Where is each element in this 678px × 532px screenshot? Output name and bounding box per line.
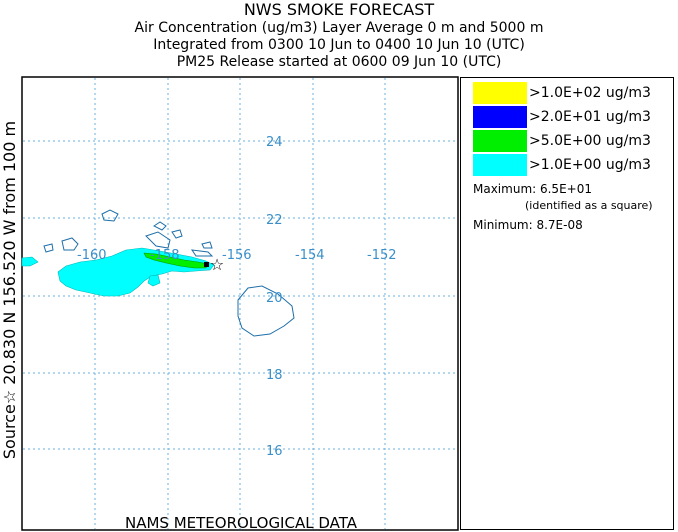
legend-item: >1.0E+00 ug/m3 bbox=[473, 154, 651, 176]
lon-label: -160 bbox=[77, 248, 107, 263]
maximum-value: Maximum: 6.5E+01 bbox=[473, 182, 592, 196]
coastlines bbox=[43, 209, 295, 337]
maximum-square-marker bbox=[204, 262, 209, 267]
coast-oahu bbox=[101, 209, 119, 222]
maximum-note: (identified as a square) bbox=[525, 199, 653, 212]
coast-lanai bbox=[171, 229, 183, 239]
subtitle-release: PM25 Release started at 0600 09 Jun 10 (… bbox=[176, 54, 502, 70]
plume-cyan-offshore-west bbox=[21, 256, 39, 267]
coast-niihau bbox=[43, 243, 54, 253]
source-location-label: Source☆ 20.830 N 156.520 W from 100 m bbox=[0, 120, 19, 460]
plume-cyan-molokai-lobe bbox=[147, 274, 161, 287]
legend-swatch-cyan bbox=[473, 154, 527, 176]
legend-label: >2.0E+01 ug/m3 bbox=[529, 109, 651, 125]
lon-label: -152 bbox=[367, 248, 397, 263]
legend-item: >5.0E+00 ug/m3 bbox=[473, 130, 651, 152]
coast-maui bbox=[190, 249, 214, 257]
subtitle-integration: Integrated from 0300 10 Jun to 0400 10 J… bbox=[153, 37, 525, 53]
coast-kauai bbox=[61, 237, 79, 251]
legend-label: >1.0E+02 ug/m3 bbox=[529, 85, 651, 101]
coast-kahoolawe bbox=[201, 241, 213, 249]
lon-label: -154 bbox=[295, 248, 325, 263]
lat-label: 20 bbox=[266, 291, 283, 306]
legend-swatch-yellow bbox=[473, 82, 527, 104]
lon-label: -158 bbox=[150, 248, 180, 263]
coast-nw-islet bbox=[153, 221, 167, 231]
lat-label: 22 bbox=[266, 213, 283, 228]
graticule bbox=[23, 78, 457, 529]
forecast-title: NWS SMOKE FORECAST bbox=[243, 0, 435, 19]
coast-molokai bbox=[145, 231, 171, 249]
coast-hawaii bbox=[237, 285, 295, 337]
legend-swatch-blue bbox=[473, 106, 527, 128]
subtitle-concentration: Air Concentration (ug/m3) Layer Average … bbox=[134, 20, 544, 36]
plume-green-core bbox=[143, 252, 209, 269]
legend-swatch-green bbox=[473, 130, 527, 152]
lat-label: 18 bbox=[266, 368, 283, 383]
map-labels: -160 -158 -156 -154 -152 24 22 20 18 16 bbox=[77, 135, 397, 459]
lon-label: -156 bbox=[222, 248, 252, 263]
lat-label: 24 bbox=[266, 135, 283, 150]
legend-label: >1.0E+00 ug/m3 bbox=[529, 157, 651, 173]
source-star-icon: ☆ bbox=[210, 255, 224, 274]
lat-label: 16 bbox=[266, 444, 283, 459]
legend-panel: >1.0E+02 ug/m3 >2.0E+01 ug/m3 >5.0E+00 u… bbox=[460, 77, 674, 530]
legend-item: >1.0E+02 ug/m3 bbox=[473, 82, 651, 104]
meteorological-data-label: NAMS METEOROLOGICAL DATA bbox=[125, 514, 357, 532]
legend-label: >5.0E+00 ug/m3 bbox=[529, 133, 651, 149]
map-frame bbox=[21, 76, 459, 531]
minimum-value: Minimum: 8.7E-08 bbox=[473, 218, 583, 232]
legend-item: >2.0E+01 ug/m3 bbox=[473, 106, 651, 128]
